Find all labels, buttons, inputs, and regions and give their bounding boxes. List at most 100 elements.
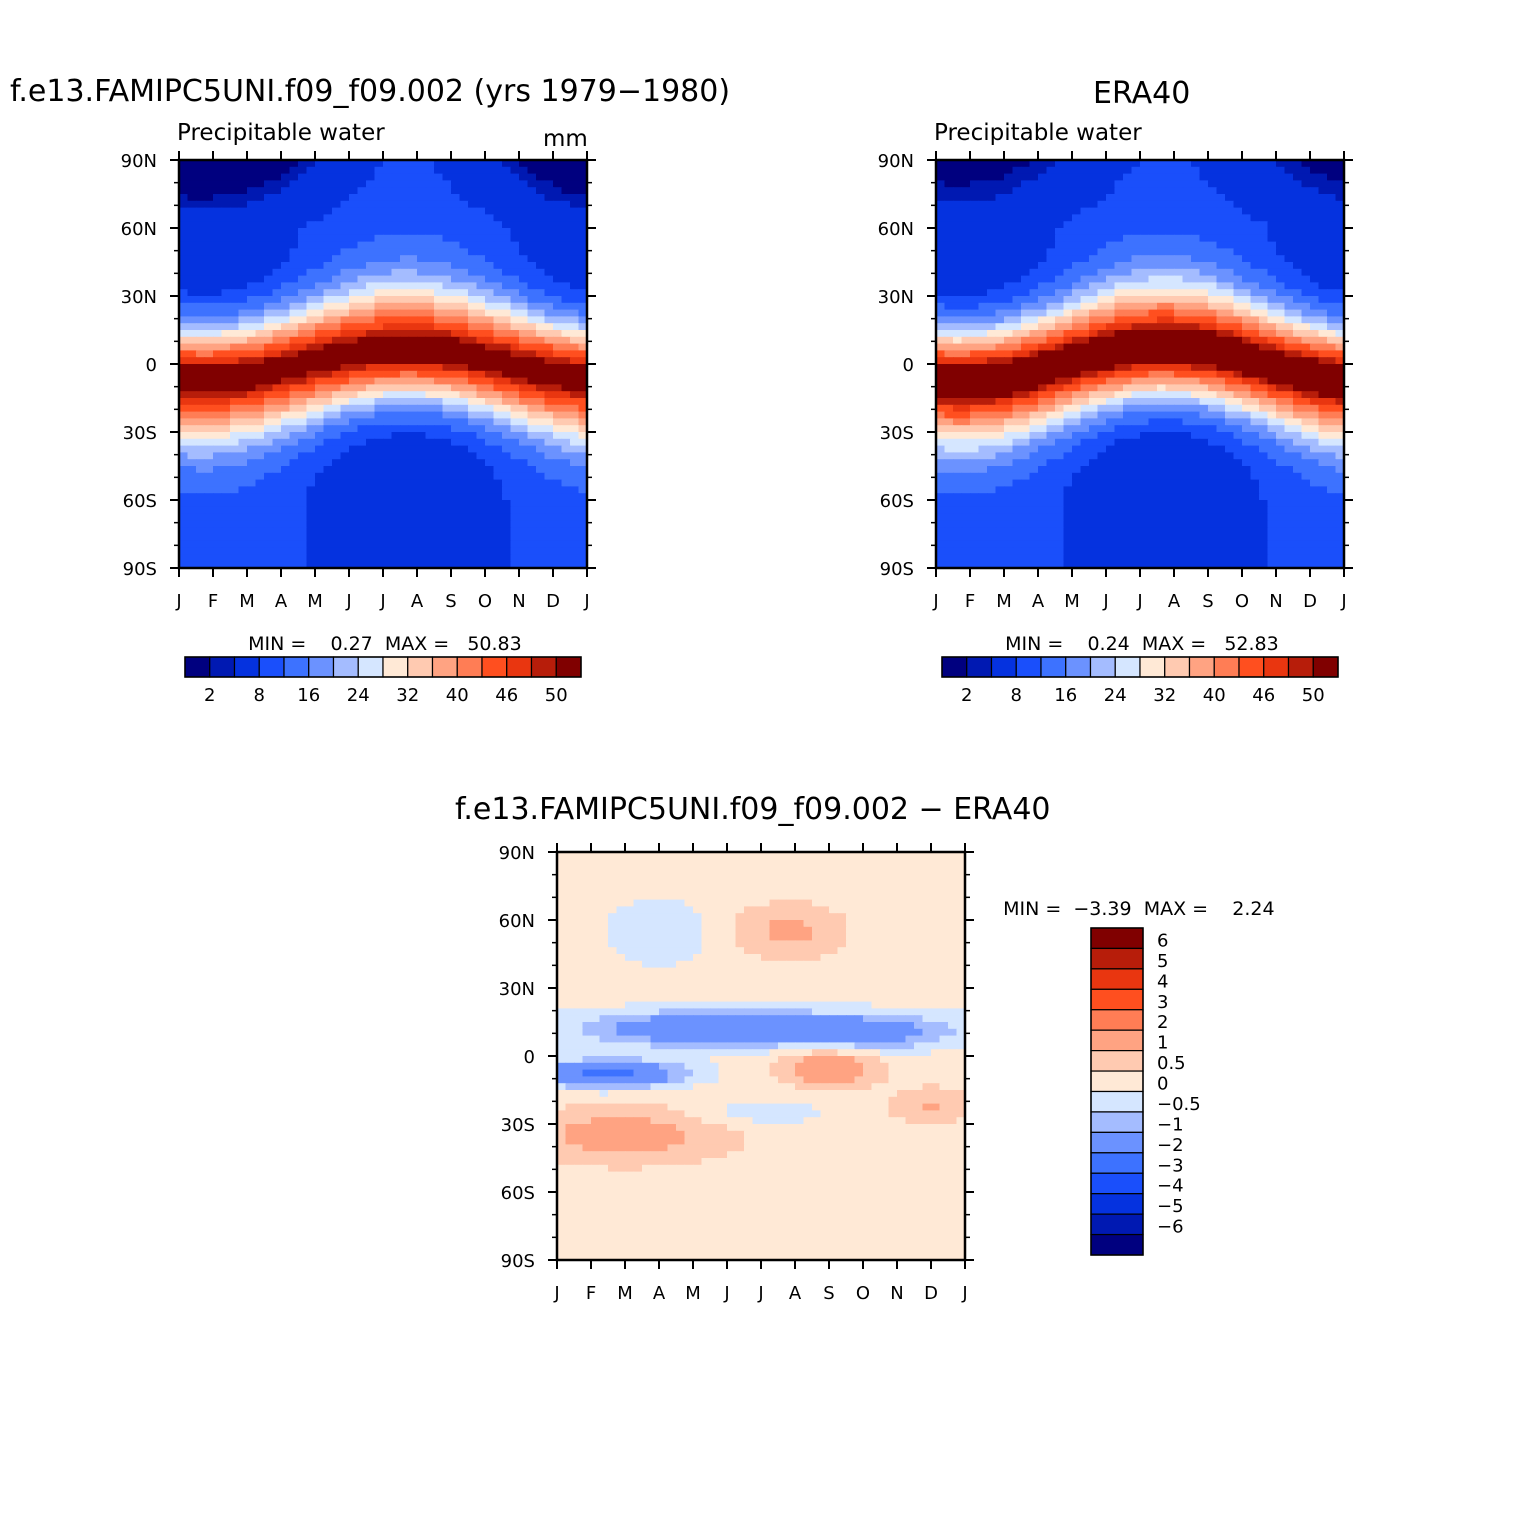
obs-cell xyxy=(1157,282,1167,290)
obs-cell xyxy=(1250,377,1260,385)
obs-cell xyxy=(1225,296,1235,304)
obs-cell xyxy=(978,452,988,460)
obs-cell xyxy=(961,302,971,311)
model-cell xyxy=(255,418,265,426)
obs-cell xyxy=(936,194,946,202)
model-cell xyxy=(553,194,563,202)
obs-cell xyxy=(1233,173,1243,181)
obs-cell xyxy=(1301,268,1311,277)
obs-cell xyxy=(1055,187,1065,195)
model-cell xyxy=(570,384,580,392)
model-cell xyxy=(493,520,503,528)
model-cell xyxy=(527,323,537,331)
obs-cell xyxy=(1225,262,1235,270)
model-cell xyxy=(187,534,197,542)
obs-cell xyxy=(1046,262,1056,270)
obs-cell xyxy=(1199,411,1209,419)
model-cell xyxy=(536,398,546,406)
model-cell xyxy=(264,289,274,297)
model-cell xyxy=(315,221,325,229)
model-cell xyxy=(417,377,427,385)
model-cell xyxy=(417,323,427,331)
model-cell xyxy=(323,411,333,419)
model-cell xyxy=(187,411,197,419)
model-cell xyxy=(230,262,240,270)
obs-cell xyxy=(936,404,946,413)
model-cell xyxy=(340,357,350,365)
obs-cell xyxy=(1148,282,1158,290)
obs-cell xyxy=(936,241,946,249)
model-cell xyxy=(264,391,274,399)
model-cell xyxy=(578,513,588,521)
model-cell xyxy=(289,357,299,365)
model-cell xyxy=(272,316,282,324)
obs-cell xyxy=(1233,357,1243,365)
model-cell xyxy=(357,194,367,202)
model-cell xyxy=(289,513,299,521)
model-cell xyxy=(187,364,197,372)
model-cell xyxy=(400,540,410,549)
model-cell xyxy=(340,350,350,358)
model-cell xyxy=(459,221,469,229)
model-cell xyxy=(332,289,342,297)
obs-cell xyxy=(1012,377,1022,385)
model-cell xyxy=(493,207,503,215)
model-cell xyxy=(510,500,520,508)
obs-cell xyxy=(1242,187,1252,195)
obs-cell xyxy=(1140,275,1150,283)
model-cell xyxy=(196,275,206,283)
model-cell xyxy=(213,404,223,413)
model-cell xyxy=(255,432,265,440)
model-cell xyxy=(230,282,240,290)
model-cell xyxy=(221,166,231,175)
model-cell xyxy=(221,472,231,481)
model-cell xyxy=(357,520,367,528)
model-cell xyxy=(400,438,410,447)
obs-cell xyxy=(953,364,963,372)
obs-cell xyxy=(1029,316,1039,324)
model-cell xyxy=(527,452,537,460)
obs-cell xyxy=(1097,173,1107,181)
obs-cell xyxy=(944,343,954,351)
obs-cell xyxy=(1182,228,1192,236)
obs-cell xyxy=(1038,296,1048,304)
obs-cell xyxy=(987,234,997,243)
obs-cell xyxy=(1242,445,1252,453)
model-cell xyxy=(272,554,282,562)
model-cell xyxy=(255,166,265,175)
model-cell xyxy=(281,343,291,351)
model-cell xyxy=(408,411,418,419)
model-cell xyxy=(264,452,274,460)
obs-cell xyxy=(1055,173,1065,181)
model-cell xyxy=(468,486,478,494)
obs-cell xyxy=(1012,296,1022,304)
model-cell xyxy=(408,466,418,474)
obs-cell xyxy=(1089,404,1099,413)
obs-cell xyxy=(1004,282,1014,290)
obs-cell xyxy=(1191,309,1201,317)
obs-cell xyxy=(1250,187,1260,195)
obs-cell xyxy=(1208,425,1218,433)
model-cell xyxy=(544,330,554,338)
model-cell xyxy=(527,330,537,338)
obs-cell xyxy=(1327,255,1337,263)
model-cell xyxy=(544,506,554,515)
model-cell xyxy=(553,302,563,311)
model-cell xyxy=(349,418,359,426)
model-cell xyxy=(374,289,384,297)
model-cell xyxy=(383,466,393,474)
model-cell xyxy=(247,275,257,283)
obs-cell xyxy=(1335,262,1345,270)
obs-cell xyxy=(1233,350,1243,358)
obs-cell xyxy=(1165,234,1175,243)
obs-cell xyxy=(1293,241,1303,249)
obs-cell xyxy=(1097,432,1107,440)
model-cell xyxy=(315,282,325,290)
obs-cell xyxy=(953,445,963,453)
obs-cell xyxy=(987,248,997,256)
model-cell xyxy=(289,221,299,229)
obs-cell xyxy=(1131,207,1141,215)
obs-cell xyxy=(1004,207,1014,215)
obs-cell xyxy=(1276,173,1286,181)
model-cell xyxy=(204,234,214,243)
